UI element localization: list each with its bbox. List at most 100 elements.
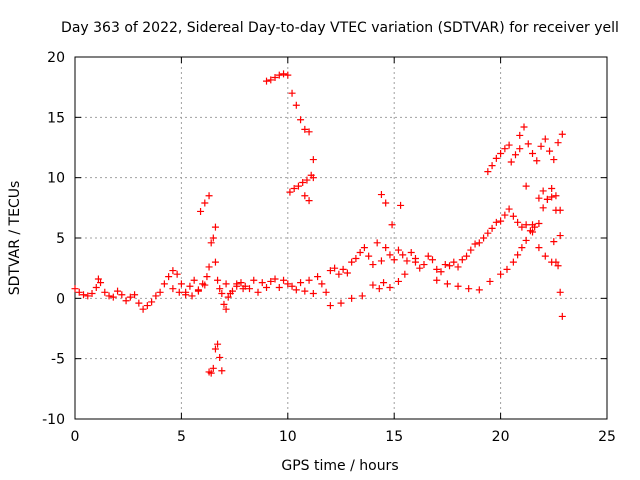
data-point: [314, 273, 322, 281]
data-marks: [71, 70, 566, 377]
data-point: [271, 275, 279, 283]
data-point: [433, 276, 441, 284]
data-point: [288, 89, 296, 97]
data-point: [352, 255, 360, 263]
data-point: [263, 77, 271, 85]
data-point: [169, 267, 177, 275]
data-point: [275, 283, 283, 291]
data-point: [126, 293, 134, 301]
data-point: [326, 267, 334, 275]
data-point: [497, 270, 505, 278]
data-point: [201, 281, 209, 289]
x-tick-label: 0: [71, 429, 80, 445]
data-point: [348, 294, 356, 302]
data-point: [454, 282, 462, 290]
data-point: [254, 288, 262, 296]
data-point: [211, 223, 219, 231]
data-point: [75, 288, 83, 296]
data-point: [309, 156, 317, 164]
data-point: [518, 244, 526, 252]
data-point: [535, 220, 543, 228]
data-point: [486, 277, 494, 285]
data-point: [552, 206, 560, 214]
data-point: [331, 264, 339, 272]
data-point: [143, 302, 151, 310]
data-point: [514, 251, 522, 259]
gridlines: [75, 57, 607, 419]
data-point: [169, 285, 177, 293]
data-point: [509, 258, 517, 266]
x-tick-label: 10: [279, 429, 297, 445]
data-point: [546, 147, 554, 155]
data-point: [322, 288, 330, 296]
data-point: [556, 232, 564, 240]
data-point: [205, 192, 213, 200]
data-point: [437, 268, 445, 276]
data-point: [458, 256, 466, 264]
data-point: [558, 130, 566, 138]
data-point: [218, 367, 226, 375]
data-point: [465, 285, 473, 293]
data-point: [475, 286, 483, 294]
data-point: [484, 229, 492, 237]
data-point: [539, 204, 547, 212]
data-point: [299, 178, 307, 186]
data-point: [339, 265, 347, 273]
data-point: [301, 287, 309, 295]
data-point: [518, 223, 526, 231]
data-point: [397, 201, 405, 209]
data-point: [197, 207, 205, 215]
data-point: [537, 142, 545, 150]
data-point: [484, 168, 492, 176]
data-point: [139, 305, 147, 313]
data-point: [224, 293, 232, 301]
data-point: [211, 345, 219, 353]
data-point: [429, 256, 437, 264]
data-point: [303, 176, 311, 184]
data-point: [529, 228, 537, 236]
data-point: [280, 70, 288, 78]
data-point: [554, 139, 562, 147]
data-point: [373, 239, 381, 247]
data-point: [97, 279, 105, 287]
data-point: [220, 300, 228, 308]
x-axis-label: GPS time / hours: [281, 458, 398, 474]
data-point: [201, 199, 209, 207]
y-tick-label: 5: [56, 231, 65, 247]
data-point: [522, 221, 530, 229]
data-point: [245, 285, 253, 293]
data-point: [165, 273, 173, 281]
data-point: [216, 285, 224, 293]
data-point: [356, 248, 364, 256]
data-point: [222, 280, 230, 288]
y-axis-label: SDTVAR / TECUs: [7, 181, 23, 296]
data-point: [446, 262, 454, 270]
data-point: [114, 287, 122, 295]
data-point: [522, 236, 530, 244]
data-point: [509, 212, 517, 220]
data-point: [501, 145, 509, 153]
data-point: [539, 187, 547, 195]
data-point: [122, 297, 130, 305]
data-point: [522, 182, 530, 190]
data-point: [548, 193, 556, 201]
data-point: [305, 276, 313, 284]
data-point: [516, 145, 524, 153]
data-point: [211, 258, 219, 266]
data-point: [360, 244, 368, 252]
x-tick-label: 5: [177, 429, 186, 445]
data-point: [101, 288, 109, 296]
data-point: [480, 234, 488, 242]
data-point: [226, 290, 234, 298]
data-point: [529, 150, 537, 158]
data-point: [558, 312, 566, 320]
data-point: [411, 258, 419, 266]
data-point: [297, 116, 305, 124]
data-point: [454, 263, 462, 271]
data-point: [348, 258, 356, 266]
chart-title: Day 363 of 2022, Sidereal Day-to-day VTE…: [61, 20, 619, 36]
data-point: [377, 257, 385, 265]
data-point: [309, 174, 317, 182]
data-point: [407, 248, 415, 256]
data-point: [548, 185, 556, 193]
